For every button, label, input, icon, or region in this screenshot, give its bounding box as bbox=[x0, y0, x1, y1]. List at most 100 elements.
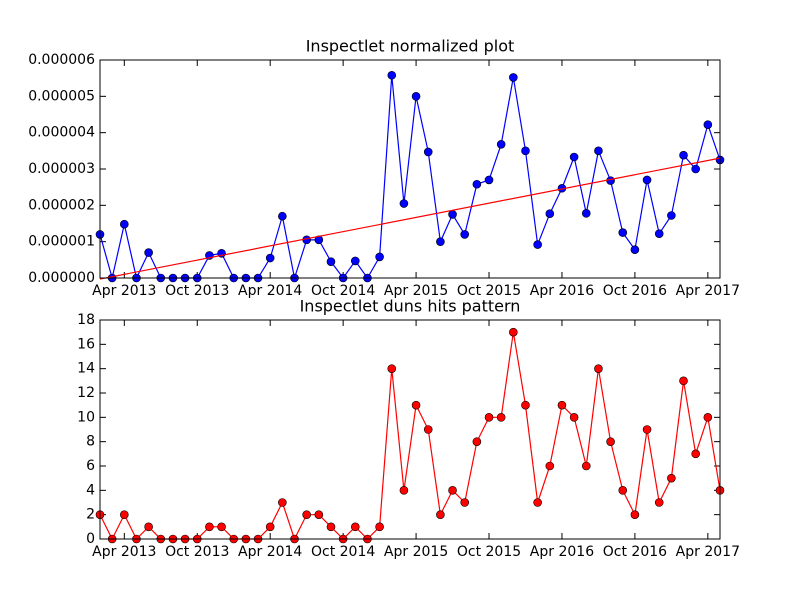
data-point bbox=[667, 211, 676, 220]
y-tick-label: 18 bbox=[77, 312, 95, 328]
data-point bbox=[533, 240, 542, 249]
data-point bbox=[326, 257, 336, 266]
series-line bbox=[99, 332, 721, 541]
y-tick-label: 0.000005 bbox=[28, 88, 95, 104]
x-tick-label: Apr 2016 bbox=[530, 544, 594, 560]
x-tick-label: Oct 2013 bbox=[165, 283, 229, 299]
data-point bbox=[521, 146, 530, 156]
data-point bbox=[411, 400, 421, 410]
data-point bbox=[387, 364, 397, 373]
data-point bbox=[350, 256, 360, 266]
x-tick-label: Apr 2017 bbox=[676, 544, 740, 560]
data-point bbox=[375, 522, 384, 532]
data-point bbox=[581, 209, 591, 218]
y-tick-label: 0.000001 bbox=[28, 234, 95, 250]
data-point bbox=[411, 92, 421, 101]
data-point bbox=[399, 199, 409, 208]
data-point bbox=[691, 449, 700, 459]
data-point bbox=[509, 73, 518, 82]
data-point bbox=[278, 498, 287, 507]
data-point bbox=[630, 245, 640, 254]
data-point bbox=[594, 364, 603, 373]
x-tick-label: Oct 2014 bbox=[311, 283, 375, 299]
data-point bbox=[691, 164, 700, 174]
y-tick-label: 2 bbox=[86, 507, 95, 523]
data-point bbox=[630, 510, 640, 519]
y-tick-label: 16 bbox=[77, 336, 95, 352]
data-point bbox=[302, 510, 311, 519]
data-point bbox=[120, 510, 129, 519]
data-point bbox=[496, 139, 506, 149]
data-point bbox=[436, 510, 445, 519]
x-tick-label: Oct 2016 bbox=[603, 283, 667, 299]
data-point bbox=[423, 425, 433, 434]
x-tick-label: Oct 2016 bbox=[603, 544, 667, 560]
data-point bbox=[423, 147, 433, 157]
x-tick-label: Apr 2015 bbox=[384, 283, 448, 299]
data-point bbox=[679, 376, 688, 386]
x-tick-label: Apr 2014 bbox=[238, 283, 302, 299]
data-point bbox=[436, 237, 445, 246]
x-tick-label: Apr 2017 bbox=[676, 283, 740, 299]
y-tick-label: 0.000002 bbox=[28, 197, 95, 213]
data-point bbox=[375, 252, 384, 262]
data-point bbox=[484, 413, 494, 422]
data-point bbox=[460, 498, 470, 507]
data-point bbox=[387, 70, 397, 80]
data-point bbox=[654, 229, 664, 238]
data-point bbox=[545, 209, 555, 218]
x-tick-label: Oct 2015 bbox=[457, 283, 521, 299]
y-tick-label: 0.000006 bbox=[28, 52, 95, 68]
x-tick-label: Apr 2014 bbox=[238, 544, 302, 560]
y-tick-label: 12 bbox=[77, 385, 95, 401]
data-point bbox=[217, 522, 226, 532]
data-point bbox=[120, 219, 129, 229]
data-point bbox=[557, 400, 567, 410]
data-point bbox=[703, 413, 713, 422]
data-point bbox=[448, 210, 457, 219]
data-point bbox=[642, 175, 652, 185]
data-point bbox=[205, 522, 214, 532]
trend-line bbox=[99, 157, 721, 280]
data-point bbox=[496, 413, 506, 422]
data-point bbox=[144, 522, 153, 532]
data-point bbox=[265, 253, 275, 263]
data-point bbox=[460, 230, 470, 239]
y-tick-label: 14 bbox=[77, 361, 95, 377]
chart-title: Inspectlet normalized plot bbox=[306, 37, 515, 56]
y-tick-label: 6 bbox=[86, 458, 95, 474]
data-point bbox=[618, 228, 628, 237]
x-tick-label: Apr 2015 bbox=[384, 544, 448, 560]
data-point bbox=[265, 522, 275, 532]
y-tick-label: 0 bbox=[86, 531, 95, 547]
x-tick-label: Apr 2016 bbox=[530, 283, 594, 299]
plot-frame bbox=[99, 59, 721, 279]
data-point bbox=[484, 175, 494, 185]
y-tick-label: 0.000004 bbox=[28, 125, 95, 141]
data-point bbox=[278, 211, 287, 221]
y-tick-label: 0.000003 bbox=[28, 161, 95, 177]
chart-title: Inspectlet duns hits pattern bbox=[300, 297, 521, 316]
data-point bbox=[618, 486, 628, 495]
x-tick-label: Apr 2013 bbox=[92, 544, 156, 560]
plot-frame bbox=[99, 319, 721, 540]
x-tick-label: Apr 2013 bbox=[92, 283, 156, 299]
series-line bbox=[99, 75, 721, 280]
data-point bbox=[472, 437, 482, 446]
data-point bbox=[581, 461, 591, 471]
data-point bbox=[326, 522, 336, 532]
x-tick-label: Oct 2015 bbox=[457, 544, 521, 560]
data-point bbox=[448, 486, 457, 495]
data-point bbox=[569, 152, 579, 162]
data-point bbox=[642, 425, 652, 434]
y-tick-label: 4 bbox=[86, 482, 95, 498]
data-point bbox=[569, 413, 579, 422]
data-point bbox=[399, 486, 409, 495]
data-point bbox=[521, 400, 530, 410]
data-point bbox=[545, 461, 555, 471]
data-point bbox=[654, 498, 664, 507]
data-point bbox=[679, 150, 688, 160]
y-tick-label: 0.000000 bbox=[28, 270, 95, 286]
x-tick-label: Oct 2014 bbox=[311, 544, 375, 560]
